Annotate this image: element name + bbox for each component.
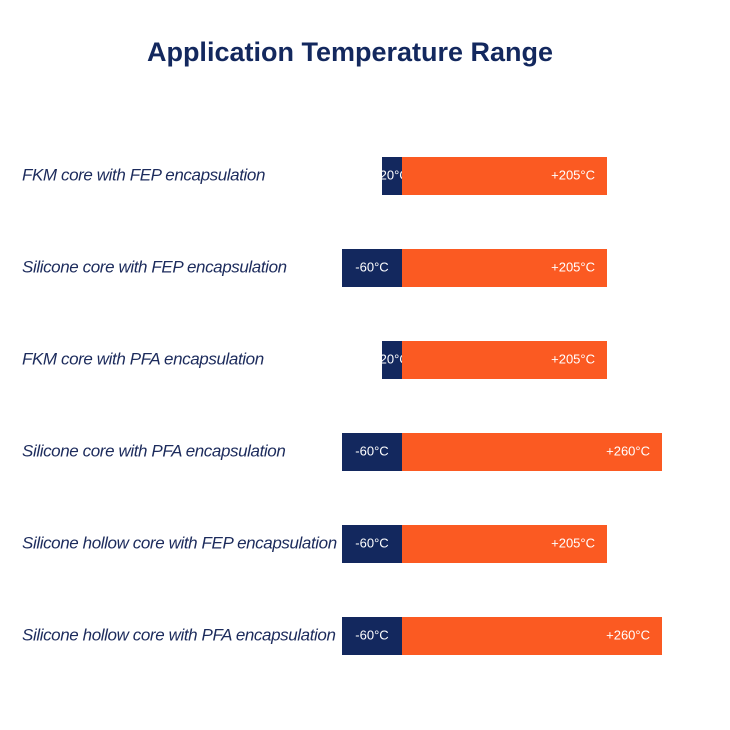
value-label: -60°C bbox=[355, 535, 388, 550]
bar-segment bbox=[382, 341, 402, 379]
bar-segment bbox=[342, 249, 402, 287]
category-label: Silicone core with FEP encapsulation bbox=[22, 257, 287, 276]
value-label: +205°C bbox=[551, 167, 595, 182]
chart-title: Application Temperature Range bbox=[147, 37, 553, 67]
value-label: -60°C bbox=[355, 443, 388, 458]
value-label: +205°C bbox=[551, 535, 595, 550]
category-label: Silicone core with PFA encapsulation bbox=[22, 441, 285, 460]
value-label: +260°C bbox=[606, 443, 650, 458]
value-label: +205°C bbox=[551, 259, 595, 274]
bar-segment bbox=[402, 157, 607, 195]
value-label: -20°C bbox=[375, 351, 408, 366]
category-label: FKM core with FEP encapsulation bbox=[22, 165, 265, 184]
bar-segment bbox=[342, 525, 402, 563]
value-label: -60°C bbox=[355, 627, 388, 642]
category-label: Silicone hollow core with PFA encapsulat… bbox=[22, 625, 336, 644]
bar-segment bbox=[402, 249, 607, 287]
bar-segment bbox=[342, 617, 402, 655]
bar-segment bbox=[402, 433, 662, 471]
bar-segment bbox=[382, 157, 402, 195]
category-label: FKM core with PFA encapsulation bbox=[22, 349, 264, 368]
bar-segment bbox=[402, 341, 607, 379]
value-label: +205°C bbox=[551, 351, 595, 366]
bar-segment bbox=[402, 525, 607, 563]
category-label: Silicone hollow core with FEP encapsulat… bbox=[22, 533, 337, 552]
value-label: -60°C bbox=[355, 259, 388, 274]
bar-segment bbox=[342, 433, 402, 471]
value-label: -20°C bbox=[375, 167, 408, 182]
value-label: +260°C bbox=[606, 627, 650, 642]
bar-segment bbox=[402, 617, 662, 655]
